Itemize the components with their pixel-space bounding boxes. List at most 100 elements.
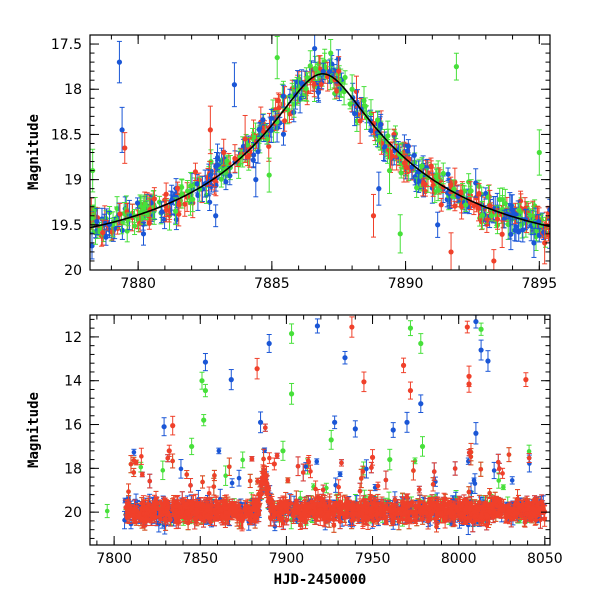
top-data-point <box>428 160 434 172</box>
top-data-point <box>266 157 272 193</box>
bottom-data-point <box>363 459 369 479</box>
bottom-data-point <box>401 496 407 511</box>
top-data-point <box>208 169 214 181</box>
bottom-data-point <box>496 462 502 475</box>
bottom-data-point <box>369 449 376 466</box>
bottom-data-point <box>467 503 473 517</box>
bottom-data-point <box>509 476 515 485</box>
bottom-data-point <box>247 473 253 489</box>
top-data-point <box>397 214 403 254</box>
bottom-data-point <box>131 456 137 465</box>
bottom-x-tick-label: 8000 <box>441 551 477 567</box>
bottom-data-point <box>392 496 398 504</box>
bottom-data-point <box>337 471 343 477</box>
top-data-point <box>516 203 522 218</box>
bottom-axes: 7800 7850 7900 7950 8000 8050 12 14 16 18 20 <box>64 315 563 567</box>
bottom-data-point <box>336 512 342 522</box>
top-data-point <box>282 109 288 132</box>
bottom-data-point <box>266 452 272 464</box>
bottom-data-point <box>506 447 512 463</box>
top-data-point <box>536 129 542 176</box>
bottom-data-point <box>262 447 268 454</box>
bottom-data-point <box>392 503 398 515</box>
bottom-data-point <box>375 481 381 491</box>
top-data-point <box>473 168 479 198</box>
top-data-point <box>315 83 322 102</box>
top-x-tick-label: 7880 <box>120 276 156 292</box>
top-data-point <box>499 220 505 249</box>
bottom-data-point <box>465 457 471 465</box>
bottom-data-point <box>331 501 337 511</box>
top-data-point <box>207 105 213 155</box>
bottom-data-point <box>202 383 209 398</box>
bottom-data-point <box>138 447 144 465</box>
bottom-data-point <box>261 448 267 470</box>
bottom-data-point <box>136 511 142 517</box>
bottom-data-point <box>152 498 158 517</box>
bottom-data-point <box>216 502 222 520</box>
bottom-data-point <box>200 475 206 489</box>
bottom-data-point <box>530 505 536 512</box>
bottom-y-tick-label: 18 <box>64 461 82 477</box>
bottom-data-point <box>364 506 370 517</box>
bottom-data-point <box>199 500 205 512</box>
bottom-data-point <box>126 483 132 500</box>
top-data-point <box>138 200 144 225</box>
bottom-data-point <box>383 519 389 526</box>
top-data-point <box>475 195 482 222</box>
bottom-data-point <box>259 470 265 485</box>
bottom-data-point <box>450 500 456 510</box>
top-data-point <box>467 185 473 197</box>
bottom-data-point <box>473 505 479 511</box>
bottom-data-point <box>541 505 547 520</box>
bottom-data-point <box>383 470 389 490</box>
bottom-data-point <box>226 457 232 476</box>
top-data-point <box>376 171 382 206</box>
bottom-data-point <box>470 512 476 533</box>
top-data-point <box>134 197 141 209</box>
top-y-tick-label: 17.5 <box>51 37 82 53</box>
bottom-data-point <box>500 467 506 479</box>
top-y-tick-label: 20 <box>64 263 82 279</box>
bottom-data-point <box>170 453 176 469</box>
bottom-data-point <box>437 500 443 511</box>
bottom-data-point <box>320 484 326 496</box>
top-data-point <box>185 180 191 203</box>
top-data-point <box>438 197 444 212</box>
bottom-data-point <box>160 460 166 481</box>
bottom-data-point <box>126 506 132 516</box>
bottom-x-tick-label: 8050 <box>527 551 563 567</box>
top-data-point <box>398 167 404 179</box>
bottom-data-point <box>367 489 373 505</box>
bottom-data-point <box>418 394 424 414</box>
top-y-tick-label: 18.5 <box>51 127 82 143</box>
top-data-point <box>516 222 522 242</box>
bottom-data-point <box>177 503 183 524</box>
bottom-data-point <box>400 357 407 374</box>
bottom-data-point <box>302 496 308 515</box>
top-data-point <box>531 227 537 258</box>
bottom-data-point <box>357 482 363 500</box>
top-data-point <box>119 106 125 153</box>
top-data-point <box>116 40 123 84</box>
bottom-data-point <box>128 455 134 474</box>
bottom-data-point <box>491 461 497 480</box>
bottom-data-point <box>266 334 272 353</box>
bottom-data-point <box>328 429 334 450</box>
bottom-y-axis-label: Magnitude <box>26 392 42 468</box>
bottom-x-tick-label: 7900 <box>269 551 305 567</box>
bottom-data-point <box>419 436 426 457</box>
bottom-data-point <box>131 467 137 478</box>
bottom-data-point <box>174 496 180 516</box>
bottom-data-point <box>131 448 137 456</box>
bottom-data-point <box>257 411 264 434</box>
top-data-point <box>342 70 348 85</box>
bottom-data-point <box>360 465 366 478</box>
top-data-point <box>357 97 363 144</box>
bottom-data-point <box>349 316 355 338</box>
bottom-data-point <box>395 508 401 520</box>
top-axes: 7880 7885 7890 7895 17.5 18 18.5 19 19.5 20 <box>51 34 557 292</box>
bottom-data-point <box>236 469 242 487</box>
bottom-data-point <box>202 353 209 372</box>
bottom-data-point <box>478 339 484 361</box>
